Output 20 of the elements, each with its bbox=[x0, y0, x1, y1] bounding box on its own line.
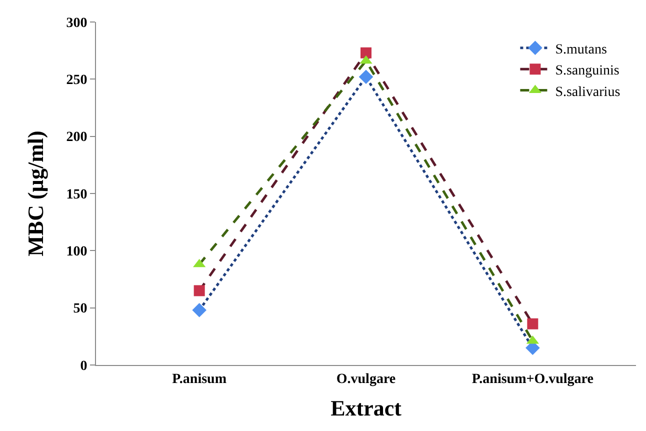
y-tick-label: 0 bbox=[80, 358, 88, 374]
x-tick-label: O.vulgare bbox=[336, 372, 396, 387]
x-axis-title: Extract bbox=[330, 396, 402, 421]
legend-label: S.sanguinis bbox=[555, 64, 620, 79]
legend-label: S.salivarius bbox=[555, 84, 620, 100]
point bbox=[360, 47, 372, 58]
y-tick-label: 250 bbox=[66, 73, 88, 88]
y-tick-label: 300 bbox=[66, 16, 88, 31]
legend-label: S.mutans bbox=[555, 42, 607, 58]
point bbox=[358, 70, 374, 84]
y-tick-label: 150 bbox=[66, 187, 88, 202]
point bbox=[527, 318, 538, 330]
point bbox=[194, 285, 205, 296]
x-tick-label: P.anisum bbox=[172, 372, 227, 387]
x-tick-label: P.anisum+O.vulgare bbox=[472, 372, 594, 387]
y-tick-label: 100 bbox=[66, 244, 88, 260]
y-axis-title: MBC (µg/ml) bbox=[23, 130, 48, 256]
y-tick-label: 200 bbox=[66, 130, 88, 146]
point bbox=[192, 302, 206, 318]
y-tick-label: 50 bbox=[73, 302, 88, 317]
